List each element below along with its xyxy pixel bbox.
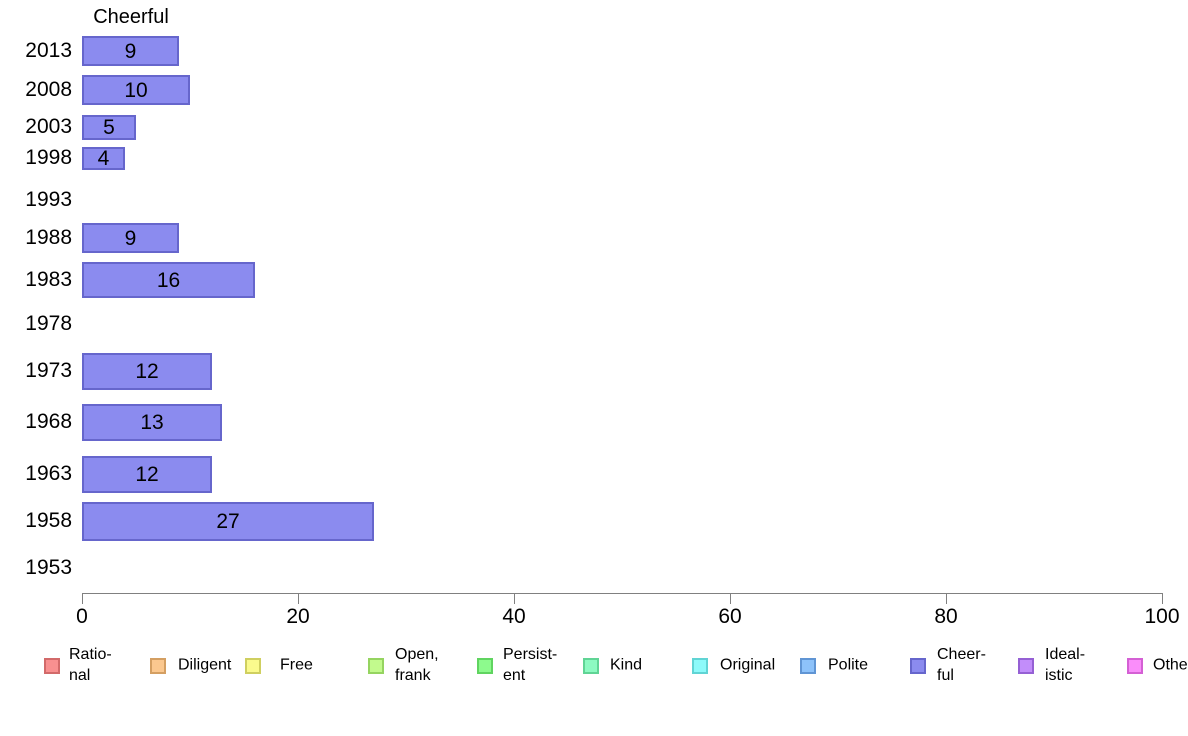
x-axis-tick-label: 40 <box>502 605 526 628</box>
y-axis-label: 1993 <box>25 188 72 211</box>
legend-label: Diligent <box>178 656 232 674</box>
legend-swatch <box>910 658 926 674</box>
bar-value-label: 16 <box>156 268 181 292</box>
bar: 13 <box>82 404 222 441</box>
legend-label: Other <box>1153 656 1188 674</box>
y-axis-label: 1978 <box>25 312 72 335</box>
x-axis-tick <box>1162 593 1163 604</box>
x-axis-tick <box>82 593 83 604</box>
y-axis-label: 1963 <box>25 462 72 485</box>
bar: 4 <box>82 147 125 170</box>
legend-label: Kind <box>610 656 643 674</box>
legend-label: Persist- ent <box>503 646 558 684</box>
y-axis-label: 2008 <box>25 78 72 101</box>
bar-value-label: 9 <box>124 39 137 63</box>
x-axis-tick-label: 0 <box>76 605 88 628</box>
legend-label: Original <box>720 656 776 674</box>
y-axis-label: 1968 <box>25 410 72 433</box>
y-axis-label: 2013 <box>25 39 72 62</box>
bar-value-label: 5 <box>103 116 115 139</box>
y-axis-label: 2003 <box>25 115 72 138</box>
bar-value-label: 13 <box>140 411 164 434</box>
bar-value-label: 12 <box>135 360 159 383</box>
bar: 9 <box>82 36 179 66</box>
y-axis-label: 1988 <box>25 226 72 249</box>
x-axis-tick <box>298 593 299 604</box>
x-axis-tick-label: 100 <box>1144 605 1180 628</box>
bar: 27 <box>82 502 374 541</box>
x-axis-tick-label: 20 <box>286 605 310 628</box>
legend-swatch <box>800 658 816 674</box>
chart-title: Cheerful <box>93 6 169 28</box>
legend-label: Ratio- nal <box>69 646 112 684</box>
bar: 16 <box>82 262 255 298</box>
legend-label: Polite <box>828 656 869 674</box>
bar: 12 <box>82 456 212 493</box>
x-axis-tick <box>946 593 947 604</box>
y-axis-label: 1953 <box>25 556 72 579</box>
bar-value-label: 9 <box>124 226 137 250</box>
legend-swatch <box>583 658 599 674</box>
legend-label: Open, frank <box>395 646 439 684</box>
bar-value-label: 10 <box>124 78 148 102</box>
legend-label: Ideal- istic <box>1045 646 1086 684</box>
legend-swatch <box>1127 658 1143 674</box>
bar: 9 <box>82 223 179 253</box>
bar-value-label: 27 <box>216 510 240 533</box>
legend-swatch <box>1018 658 1034 674</box>
y-axis-label: 1958 <box>25 509 72 532</box>
legend-label: Cheer- ful <box>937 646 986 684</box>
bar: 12 <box>82 353 212 390</box>
bar-value-label: 12 <box>135 463 159 486</box>
y-axis-label: 1983 <box>25 268 72 291</box>
legend-swatch <box>44 658 60 674</box>
bar: 10 <box>82 75 190 105</box>
x-axis-tick-label: 60 <box>718 605 742 628</box>
x-axis-tick <box>514 593 515 604</box>
bar: 5 <box>82 115 136 140</box>
x-axis-tick-label: 80 <box>934 605 958 628</box>
legend-label: Free <box>280 656 313 674</box>
legend-swatch <box>692 658 708 674</box>
bar-value-label: 4 <box>97 147 110 170</box>
x-axis-tick <box>730 593 731 604</box>
x-axis-line <box>82 593 1163 594</box>
legend-swatch <box>245 658 261 674</box>
legend-swatch <box>477 658 493 674</box>
legend-swatch <box>150 658 166 674</box>
legend-swatch <box>368 658 384 674</box>
y-axis-label: 1998 <box>25 146 72 169</box>
y-axis-label: 1973 <box>25 359 72 382</box>
